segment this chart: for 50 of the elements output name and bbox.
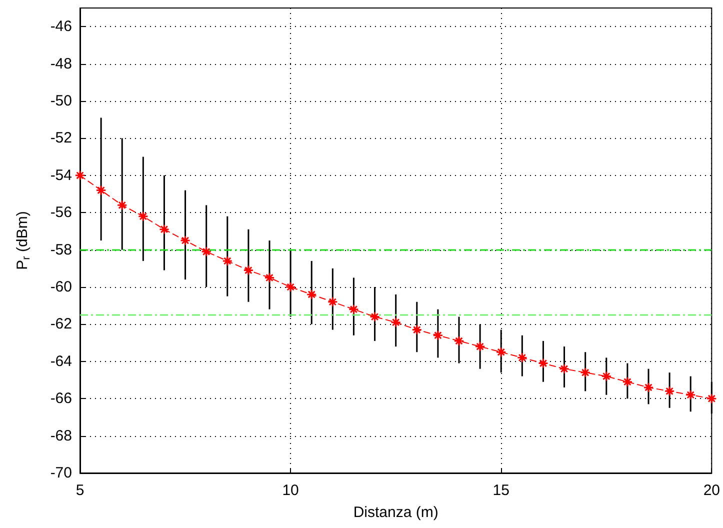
point (285, 282, 296, 292)
point (264, 272, 275, 283)
point (516, 352, 528, 363)
y-axis-title: Pr (dBm) (14, 211, 32, 270)
point (601, 371, 612, 382)
y-tick-label: -70 (50, 464, 72, 482)
point (180, 235, 191, 246)
point (306, 289, 317, 300)
point (412, 324, 422, 336)
point (370, 312, 380, 322)
point (664, 386, 675, 396)
point (158, 224, 170, 235)
y-tick-label: -50 (50, 92, 72, 110)
point (327, 296, 338, 308)
y-tick-label: -48 (50, 55, 72, 72)
point (496, 346, 506, 358)
y-tick-label: -64 (50, 352, 72, 370)
y-tick-label: -62 (50, 316, 72, 333)
y-tick-label: -54 (50, 166, 72, 184)
y-tick-label: -66 (50, 390, 72, 408)
x-tick-label: 10 (282, 482, 299, 499)
point (454, 336, 464, 346)
point (74, 170, 86, 181)
point (685, 390, 696, 400)
y-tick-label: -60 (50, 278, 72, 296)
point (222, 256, 233, 266)
point (706, 393, 717, 404)
y-tick-label: -52 (50, 130, 72, 147)
y-tick-label: -58 (50, 241, 72, 258)
point (138, 211, 148, 222)
point (559, 364, 570, 374)
point (474, 341, 486, 352)
point (622, 376, 633, 388)
x-tick-label: 15 (492, 482, 510, 499)
y-tick-label: -68 (50, 427, 72, 444)
x-tick-label: 5 (76, 482, 84, 499)
point (432, 330, 444, 341)
point (116, 200, 128, 210)
point (643, 382, 654, 393)
point (390, 317, 402, 328)
point (243, 265, 254, 276)
point (580, 367, 591, 378)
point (348, 304, 359, 315)
x-tick-label: 20 (703, 482, 720, 499)
y-tick-label: -46 (50, 18, 72, 36)
y-tick-label: -56 (50, 204, 72, 222)
point (538, 358, 548, 369)
x-axis-title: Distanza (m) (353, 504, 438, 521)
point (201, 246, 212, 257)
point (96, 185, 106, 196)
